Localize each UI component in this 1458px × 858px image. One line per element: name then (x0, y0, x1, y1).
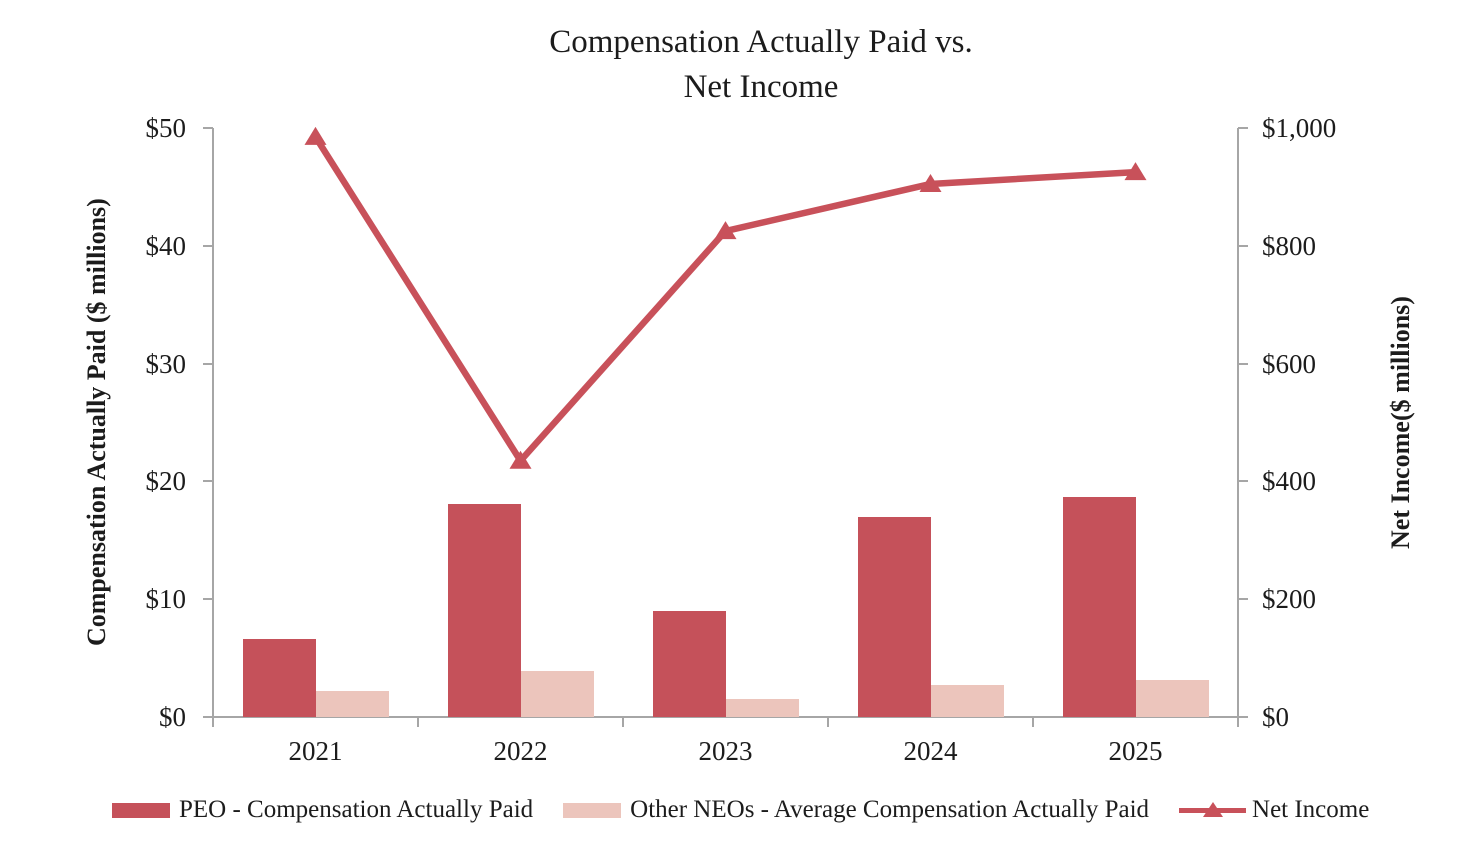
bar-neo-2025 (1135, 680, 1209, 717)
right-y-tick (1238, 480, 1248, 483)
right-axis-title: Net Income ($ millions) (1366, 128, 1436, 717)
right-y-tick-label: $400 (1262, 466, 1316, 497)
chart-title-line1: Compensation Actually Paid vs. (549, 24, 973, 60)
right-y-tick-label: $800 (1262, 230, 1316, 261)
right-y-tick-label: $1,000 (1262, 113, 1337, 143)
bar-neo-2022 (520, 671, 594, 717)
legend-item-peo: PEO - Compensation Actually Paid (112, 796, 533, 824)
left-y-tick-label: $20 (145, 466, 187, 497)
left-y-tick-label: $50 (145, 113, 187, 143)
x-axis-tick (827, 717, 829, 727)
legend-item-neo: Other NEOs - Average Compensation Actual… (563, 796, 1149, 824)
left-axis-title: Compensation Actually Paid ($ millions) (82, 198, 111, 647)
x-tick-label-2023: 2023 (698, 736, 753, 766)
x-tick-label-2024: 2024 (903, 736, 958, 766)
left-y-tick (203, 480, 213, 483)
neo-bar-swatch-icon (563, 802, 622, 818)
x-axis-tick (212, 717, 214, 727)
left-y-tick-label: $30 (145, 348, 187, 379)
right-y-tick-label: $200 (1262, 584, 1316, 615)
bar-neo-2021 (315, 691, 389, 717)
left-y-tick-label: $10 (145, 584, 187, 615)
left-y-tick (203, 716, 213, 718)
bar-neo-2024 (930, 685, 1004, 717)
x-axis-spine (203, 716, 1248, 718)
x-tick-label-2021: 2021 (288, 736, 343, 766)
left-y-tick-label: $40 (145, 230, 187, 261)
legend-item-net-income: Net Income (1179, 796, 1369, 824)
left-axis-spine (212, 128, 214, 727)
peo-bar-swatch-icon (112, 802, 170, 818)
right-y-tick (1238, 244, 1248, 247)
bar-peo-2022 (447, 503, 521, 717)
chart-title-line2: Net Income (683, 69, 839, 105)
bar-peo-2025 (1062, 496, 1136, 717)
x-tick-label-2022: 2022 (493, 736, 548, 766)
right-axis-spine (1237, 128, 1239, 727)
right-y-tick (1238, 127, 1248, 129)
right-y-tick-label: $0 (1262, 702, 1289, 732)
right-y-tick (1238, 362, 1248, 365)
bar-peo-2021 (242, 639, 316, 717)
legend-label-neo: Other NEOs - Average Compensation Actual… (630, 796, 1150, 823)
left-y-tick (203, 127, 213, 129)
x-tick-label-2025: 2025 (1108, 736, 1163, 766)
bar-series-layer (213, 128, 1238, 717)
net-income-line-swatch-icon (1179, 801, 1247, 819)
left-y-tick-label: $0 (159, 702, 186, 732)
right-y-tick (1238, 598, 1248, 601)
chart-title: Compensation Actually Paid vs. Net Incom… (213, 20, 1309, 110)
bar-peo-2024 (857, 516, 931, 717)
right-y-tick (1238, 716, 1248, 718)
left-y-tick (203, 244, 213, 247)
bar-neo-2023 (725, 699, 799, 717)
left-y-tick (203, 362, 213, 365)
left-y-tick (203, 598, 213, 601)
x-axis-tick (622, 717, 624, 727)
x-axis-tick (417, 717, 419, 727)
right-y-tick-label: $600 (1262, 348, 1316, 379)
legend: PEO - Compensation Actually Paid Other N… (112, 796, 1369, 824)
legend-label-peo: PEO - Compensation Actually Paid (179, 796, 534, 823)
x-axis-tick (1237, 717, 1239, 727)
bar-peo-2023 (652, 610, 726, 717)
x-axis-tick (1032, 717, 1034, 727)
legend-label-net-income: Net Income (1252, 796, 1370, 823)
